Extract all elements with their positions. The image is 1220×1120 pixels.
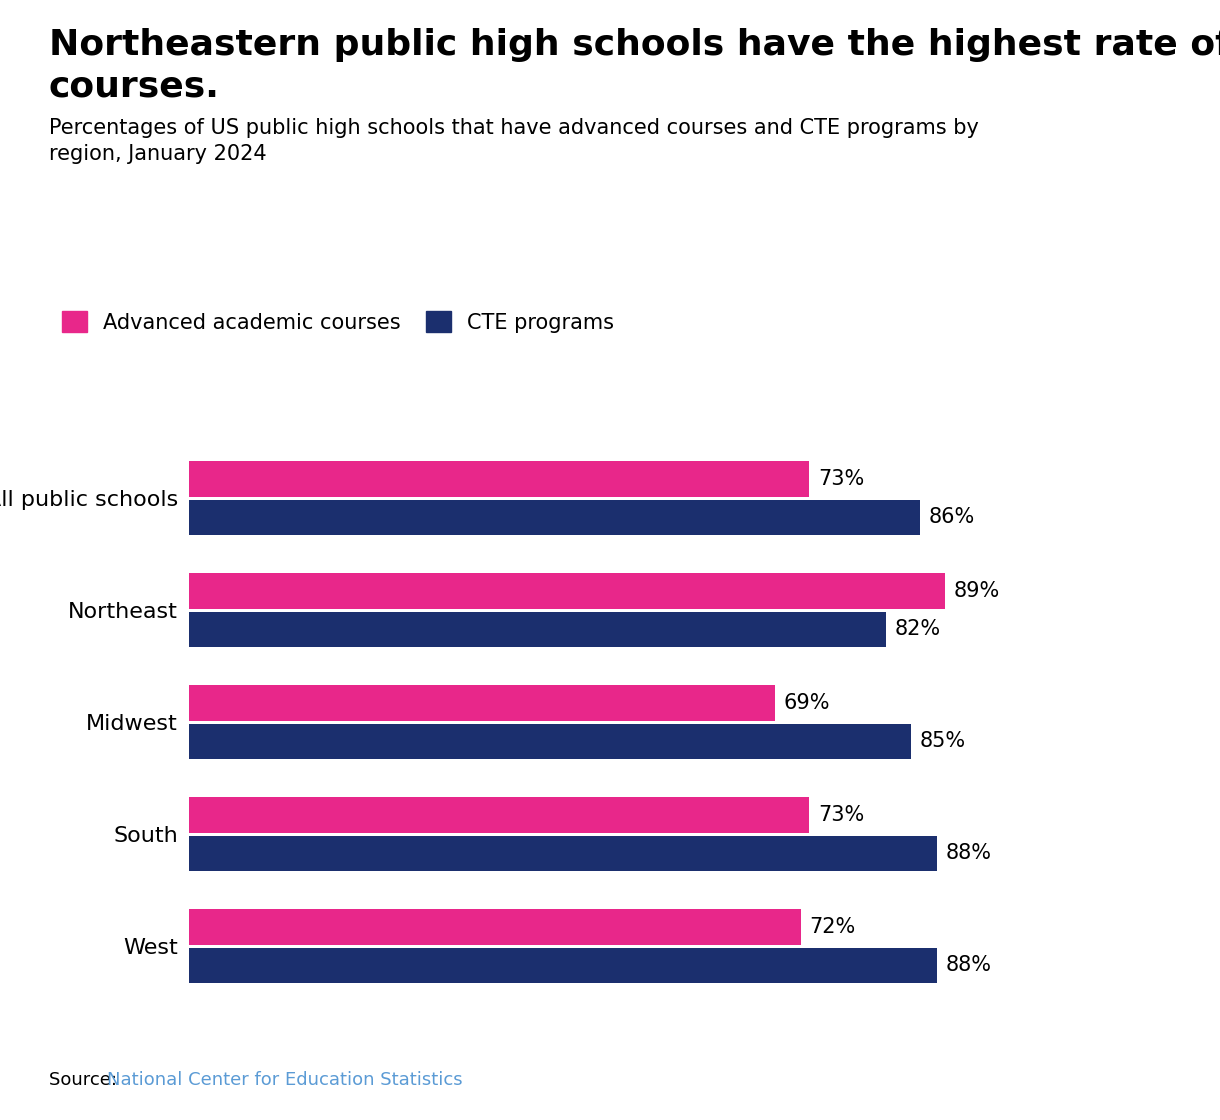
Text: 73%: 73% (817, 805, 864, 825)
Bar (189, 612, 886, 647)
Text: National Center for Education Statistics: National Center for Education Statistics (107, 1071, 462, 1089)
Text: 88%: 88% (946, 955, 992, 976)
Text: 88%: 88% (946, 843, 992, 864)
Bar (189, 948, 937, 983)
Bar (189, 500, 920, 535)
Legend: Advanced academic courses, CTE programs: Advanced academic courses, CTE programs (61, 311, 615, 333)
Bar (189, 573, 946, 609)
Text: 82%: 82% (894, 619, 941, 640)
Bar (189, 797, 809, 833)
Bar (189, 685, 776, 721)
Bar (189, 836, 937, 871)
Bar (189, 724, 911, 759)
Text: 86%: 86% (928, 507, 975, 528)
Text: 85%: 85% (920, 731, 966, 752)
Text: Percentages of US public high schools that have advanced courses and CTE program: Percentages of US public high schools th… (49, 118, 978, 164)
Text: 89%: 89% (954, 581, 1000, 601)
Bar (189, 461, 809, 497)
Text: 73%: 73% (817, 469, 864, 489)
Text: Source:: Source: (49, 1071, 122, 1089)
Text: courses.: courses. (49, 69, 220, 103)
Text: 69%: 69% (784, 693, 831, 713)
Bar (189, 909, 800, 945)
Text: Northeastern public high schools have the highest rate of advanced: Northeastern public high schools have th… (49, 28, 1220, 62)
Text: 72%: 72% (809, 917, 855, 937)
